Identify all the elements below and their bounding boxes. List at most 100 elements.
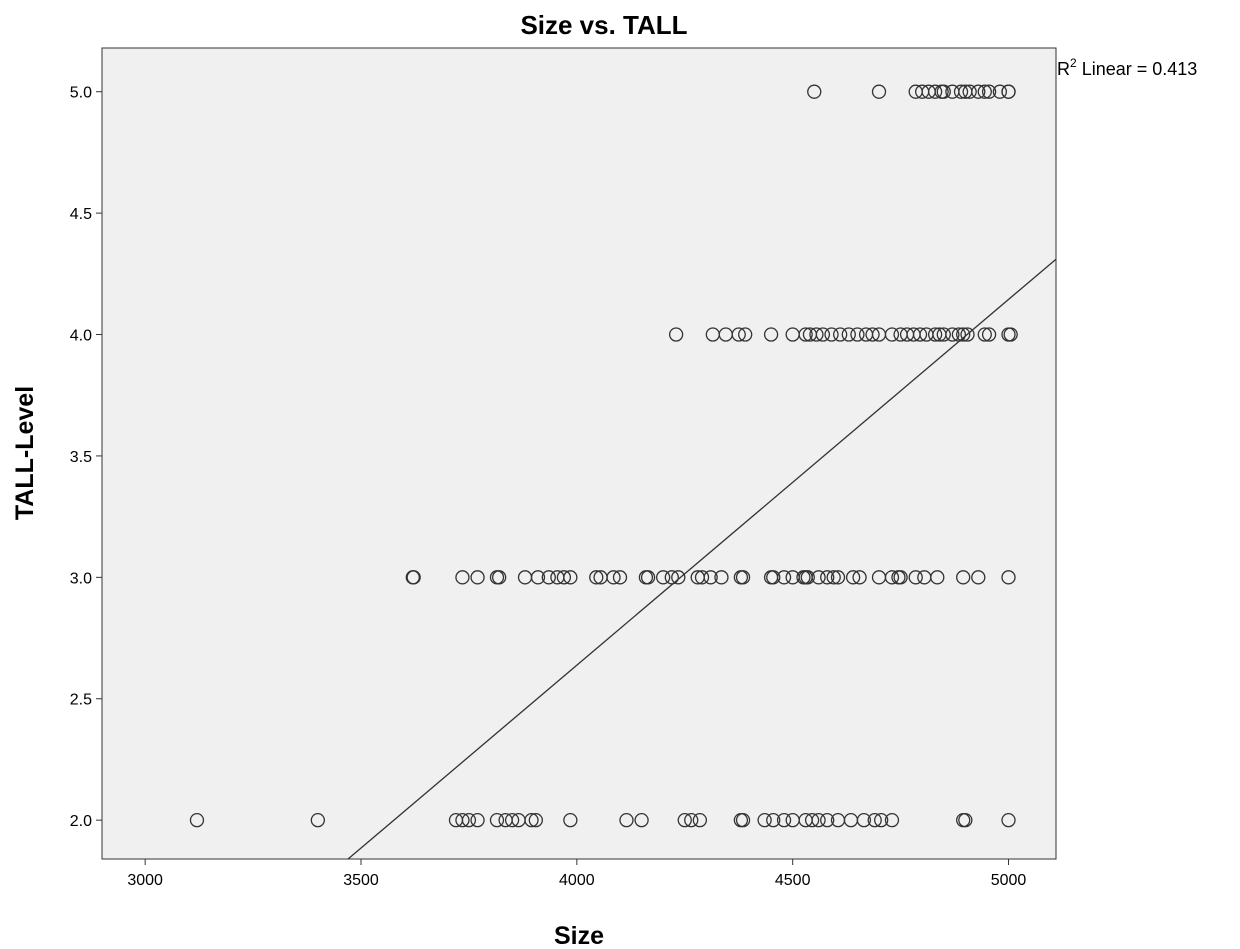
data-point — [945, 327, 960, 342]
data-point — [612, 570, 628, 585]
chart-title: Size vs. TALL — [520, 10, 687, 40]
data-point — [1001, 84, 1016, 99]
data-point — [833, 327, 848, 342]
data-point — [766, 570, 781, 585]
data-point — [491, 570, 507, 585]
data-point — [530, 570, 546, 585]
data-point — [470, 812, 485, 828]
data-point — [735, 570, 751, 585]
data-point — [884, 812, 900, 828]
y-tick-label: 5.0 — [70, 85, 92, 102]
data-point — [867, 812, 882, 828]
y-tick-label: 4.0 — [70, 328, 92, 345]
data-point — [563, 570, 578, 585]
data-point — [865, 327, 880, 342]
data-point — [824, 327, 839, 342]
data-point — [811, 570, 826, 585]
data-point — [634, 812, 649, 828]
data-point — [606, 570, 621, 585]
y-axis-title: TALL-Level — [11, 386, 39, 520]
data-point — [1001, 812, 1016, 828]
data-point — [735, 812, 751, 828]
r-squared-annotation: R2 Linear = 0.413 — [1057, 56, 1197, 79]
data-point — [845, 570, 861, 585]
data-point — [830, 570, 846, 585]
data-point — [936, 84, 951, 99]
data-point — [470, 570, 485, 585]
y-tick-label: 3.0 — [70, 570, 92, 587]
data-point — [962, 84, 977, 99]
fit-line-layer — [347, 258, 1057, 860]
data-point — [556, 570, 572, 585]
y-tick-label: 2.0 — [70, 813, 92, 830]
data-point — [684, 812, 699, 828]
data-point — [820, 570, 835, 585]
data-point — [1001, 570, 1016, 585]
data-point — [927, 327, 943, 342]
data-point — [563, 812, 578, 828]
data-point — [619, 812, 634, 828]
data-point — [871, 84, 887, 99]
data-point — [804, 812, 820, 828]
data-point — [541, 570, 556, 585]
y-tick-label: 2.5 — [70, 692, 92, 709]
x-tick-label: 4500 — [775, 872, 811, 889]
data-point — [455, 570, 470, 585]
data-point — [971, 84, 986, 99]
data-point — [528, 812, 543, 828]
data-point — [936, 327, 951, 342]
data-point — [977, 327, 992, 342]
plot-area — [101, 47, 1057, 860]
data-point — [692, 812, 708, 828]
data-point — [981, 84, 997, 99]
data-point — [992, 84, 1008, 99]
data-point — [809, 327, 824, 342]
y-tick-label: 4.5 — [70, 206, 92, 223]
data-point — [714, 570, 729, 585]
data-point — [884, 570, 900, 585]
data-point — [766, 812, 781, 828]
data-point — [826, 570, 841, 585]
x-tick-label: 5000 — [991, 872, 1027, 889]
data-point — [1003, 327, 1018, 342]
data-point — [656, 570, 671, 585]
data-point — [800, 570, 815, 585]
data-point — [856, 812, 872, 828]
data-point — [956, 570, 971, 585]
data-point — [815, 327, 831, 342]
linear-fit-line — [347, 258, 1057, 860]
data-point — [461, 812, 477, 828]
x-axis-title: Size — [554, 922, 604, 949]
x-axis-ticks: 3000 3500 4000 4500 5000 — [127, 859, 1026, 889]
data-point — [640, 570, 656, 585]
data-point — [677, 812, 692, 828]
data-point — [798, 327, 813, 342]
data-point — [776, 570, 792, 585]
data-point — [927, 84, 943, 99]
data-point — [589, 570, 604, 585]
data-point — [738, 327, 753, 342]
data-point — [908, 570, 923, 585]
r-squared-superscript: 2 — [1070, 56, 1077, 70]
data-point — [951, 327, 967, 342]
data-point — [406, 570, 421, 585]
data-point — [850, 327, 865, 342]
data-point — [664, 570, 679, 585]
data-point — [671, 570, 686, 585]
data-point — [874, 812, 889, 828]
data-point — [310, 812, 325, 828]
data-point — [971, 570, 986, 585]
data-point — [981, 327, 997, 342]
r-squared-value: Linear = 0.413 — [1077, 59, 1198, 79]
data-point — [489, 812, 505, 828]
data-point — [811, 812, 826, 828]
data-point — [504, 812, 520, 828]
data-point — [807, 84, 822, 99]
data-point — [455, 812, 470, 828]
data-point — [820, 812, 835, 828]
x-tick-label: 3000 — [127, 872, 163, 889]
data-point — [960, 327, 975, 342]
data-point — [852, 570, 867, 585]
